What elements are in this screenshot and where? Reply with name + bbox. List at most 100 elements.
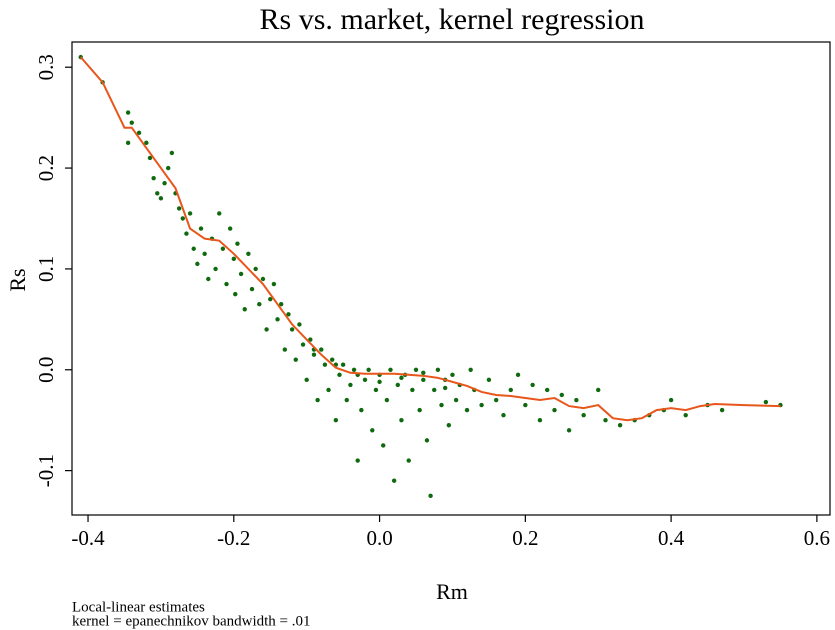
scatter-point [439,402,444,408]
scatter-point [282,347,288,352]
scatter-point [508,387,513,393]
scatter-point [125,140,131,146]
x-tick-label: 0.2 [512,526,538,550]
scatter-point [260,276,266,282]
scatter-point [198,226,204,231]
scatter-point [253,266,258,272]
scatter-point [300,342,306,347]
x-tick-label: 0.0 [366,526,392,550]
y-axis-label: Rs [5,268,30,291]
scatter-point [162,180,167,186]
scatter-point [348,382,353,388]
scatter-point [308,337,313,342]
scatter-point [428,493,433,499]
scatter-point [166,165,171,171]
scatter-point [169,150,175,156]
scatter-point [479,402,484,408]
scatter-point [537,417,543,423]
scatter-point [552,407,557,413]
chart-title: Rs vs. market, kernel regression [260,3,645,36]
scatter-point [417,407,422,413]
scatter-point [486,377,492,383]
scatter-point [410,387,415,393]
scatter-point [176,206,182,211]
note: kernel = epanechnikov bandwidth = .01 [72,613,311,629]
scatter-point [406,458,411,463]
scatter-point [450,372,455,378]
scatter-point [515,372,521,378]
scatter-point [424,438,430,443]
scatter-point [581,412,586,418]
scatter-point [446,423,452,428]
scatter-point [333,417,339,423]
scatter-point [523,402,528,408]
scatter-point [421,377,426,383]
scatter-point [413,367,419,372]
scatter-point [315,397,320,403]
scatter-point [293,357,298,362]
scatter-point [683,412,688,418]
scatter-point [235,241,240,246]
scatter-point [344,397,349,403]
fit-line [79,56,781,422]
scatter-point [395,382,400,388]
scatter-point [184,231,189,236]
scatter-point [297,322,302,327]
scatter-point [238,271,244,277]
scatter-point [493,397,499,403]
scatter-point [246,251,251,256]
scatter-point [453,397,459,403]
scatter-point [289,327,295,332]
scatter-point [326,387,331,393]
scatter-point [224,281,229,287]
scatter-point [329,357,335,362]
x-tick-label: 0.6 [804,526,830,550]
scatter-point [545,387,550,393]
scatter-point [195,261,200,267]
x-tick-label: -0.4 [71,526,105,550]
scatter-point [268,296,273,302]
plot-frame [71,41,831,516]
scatter-point [278,302,284,307]
scatter-point [311,352,317,357]
scatter-point [129,120,134,125]
scatter-point [574,397,579,403]
scatter-point [603,417,608,423]
scatter-point [144,140,149,146]
scatter-point [421,370,426,375]
scatter-point [362,377,368,383]
note: Local-linear estimates [72,599,205,615]
scatter-point [249,286,255,292]
scatter-point [125,110,131,115]
scatter-point [381,443,386,448]
scatter-point [559,392,564,398]
y-tick-label: 0.3 [34,54,58,80]
scatter-point [464,407,470,413]
scatter-point [286,312,291,317]
scatter-point [213,266,218,272]
scatter-point [319,347,324,352]
scatter-point [530,382,535,388]
scatter-point [399,375,404,381]
scatter-point [180,216,185,221]
scatter-point [155,191,160,196]
scatter-point [322,362,328,367]
scatter-point [147,155,153,161]
x-tick-label: -0.2 [217,526,250,550]
scatter-point [151,175,156,181]
scatter-point [668,397,674,403]
scatter-point [227,226,233,231]
scatter-point [391,478,397,483]
scatter-point [337,372,342,378]
scatter-point [435,367,441,372]
scatter-point [275,317,280,322]
scatter-point [351,367,357,372]
scatter-point [763,399,769,405]
scatter-point [359,407,364,413]
scatter-point [373,387,379,393]
scatter-point [432,387,437,393]
scatter-point [187,211,193,216]
scatter-point [596,387,601,393]
